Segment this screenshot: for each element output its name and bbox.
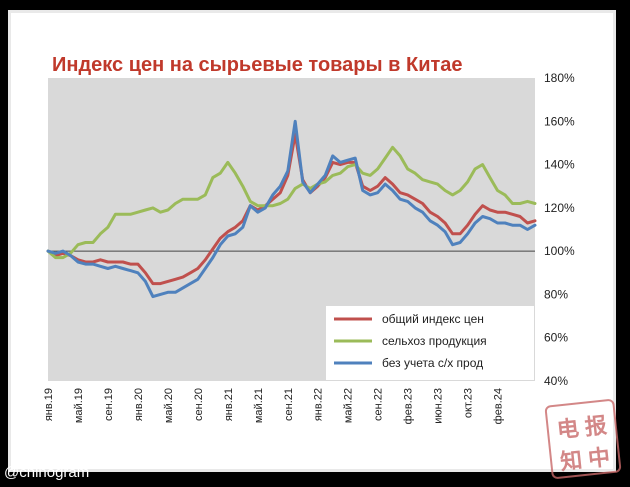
- x-tick-label: окт.23: [463, 388, 475, 418]
- x-tick-label: янв.19: [43, 388, 55, 421]
- x-tick-label: май.20: [163, 388, 175, 423]
- y-tick-label: 160%: [544, 114, 575, 128]
- series-line: [46, 119, 537, 299]
- y-tick-label: 120%: [544, 201, 575, 215]
- chart-title: Индекс цен на сырьевые товары в Китае: [52, 54, 463, 76]
- x-tick-label: май.22: [343, 388, 355, 423]
- y-tick-label: 180%: [544, 71, 575, 85]
- legend: общий индекс цен сельхоз продукция без уче…: [326, 306, 534, 380]
- watermark: @chinogram: [4, 464, 90, 481]
- series-line: [46, 145, 537, 260]
- y-tick-label: 80%: [544, 287, 568, 301]
- x-tick-label: сен.22: [373, 388, 385, 421]
- seal-char: 中: [586, 444, 612, 473]
- legend-label: общий индекс цен: [382, 312, 484, 326]
- seal-char: 知: [558, 447, 584, 476]
- y-tick-label: 40%: [544, 374, 568, 388]
- x-tick-label: фев.24: [493, 388, 505, 424]
- x-tick-label: янв.22: [313, 388, 325, 421]
- x-tick-label: май.21: [253, 388, 265, 423]
- x-tick-label: сен.20: [193, 388, 205, 421]
- x-tick-label: фев.23: [403, 388, 415, 424]
- y-tick-label: 60%: [544, 331, 568, 345]
- x-tick-label: сен.21: [283, 388, 295, 421]
- y-tick-label: 140%: [544, 158, 575, 172]
- x-tick-label: сен.19: [103, 388, 115, 421]
- seal-char: 报: [583, 412, 609, 441]
- seal-char: 电: [555, 415, 581, 444]
- legend-label: без учета с/х прод: [382, 356, 483, 370]
- x-tick-label: янв.20: [133, 388, 145, 421]
- x-tick-label: янв.21: [223, 388, 235, 421]
- y-tick-label: 100%: [544, 244, 575, 258]
- x-tick-label: май.19: [73, 388, 85, 423]
- seal-stamp: 电 报 知 中: [544, 398, 622, 480]
- legend-label: сельхоз продукция: [382, 334, 487, 348]
- x-tick-label: июн.23: [433, 388, 445, 424]
